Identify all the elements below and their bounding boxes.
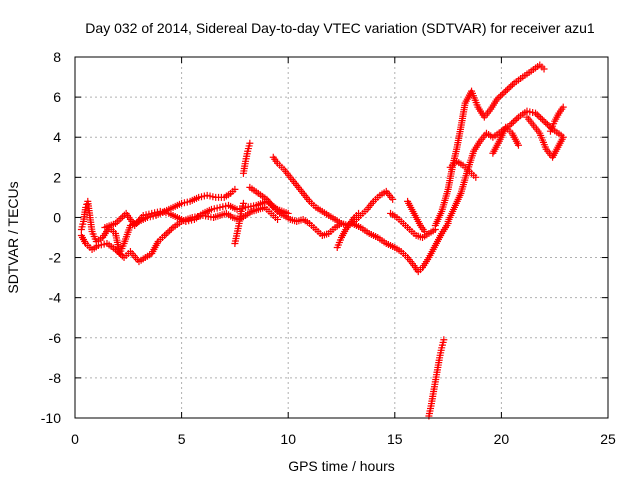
data-point xyxy=(503,85,511,93)
data-point xyxy=(239,199,247,207)
data-point xyxy=(498,90,506,98)
data-point xyxy=(246,139,254,147)
series-arc-k xyxy=(348,219,452,276)
y-tick-label: 4 xyxy=(53,129,61,145)
x-tick-label: 0 xyxy=(71,431,79,447)
y-tick-label: 8 xyxy=(53,49,61,65)
series-arc-s xyxy=(523,113,567,161)
data-point xyxy=(115,249,123,257)
x-tick-label: 10 xyxy=(280,431,296,447)
data-point xyxy=(355,209,363,217)
data-point xyxy=(493,95,501,103)
series-arc-c xyxy=(101,197,292,231)
plot-frame xyxy=(74,56,609,419)
data-point xyxy=(508,81,516,89)
data-point xyxy=(119,213,127,221)
series-arc-j xyxy=(333,209,363,252)
data-point xyxy=(495,94,503,102)
data-point xyxy=(533,111,541,119)
data-point xyxy=(117,214,125,222)
data-point xyxy=(164,228,172,236)
data-point xyxy=(231,185,239,193)
data-point xyxy=(532,109,540,117)
y-tick-label: 2 xyxy=(53,169,61,185)
series-arc-r xyxy=(489,123,522,157)
data-point xyxy=(83,200,91,208)
data-marks xyxy=(77,61,567,420)
data-point xyxy=(166,227,174,235)
data-point xyxy=(112,246,120,254)
y-axis-label: SDTVAR / TECUs xyxy=(5,181,21,293)
series-arc-a xyxy=(77,185,239,258)
series-arc-e xyxy=(231,199,247,248)
data-point xyxy=(113,247,121,255)
series-arc-h xyxy=(269,153,397,229)
series-arc-o xyxy=(431,61,548,229)
data-point xyxy=(497,92,505,100)
data-point xyxy=(559,133,567,141)
x-axis-label: GPS time / hours xyxy=(288,458,395,474)
series-arc-n xyxy=(425,336,448,420)
series-arc-m xyxy=(404,197,429,235)
series-arc-i xyxy=(274,207,345,239)
data-point xyxy=(162,230,170,238)
series-arc-f xyxy=(239,139,254,177)
data-point xyxy=(505,84,513,92)
data-point xyxy=(472,173,480,181)
data-point xyxy=(161,231,169,239)
data-point xyxy=(502,87,510,95)
data-point xyxy=(543,120,551,128)
x-tick-label: 25 xyxy=(600,431,616,447)
series-arc-t xyxy=(546,103,567,135)
data-point xyxy=(540,65,548,73)
data-point xyxy=(440,336,448,344)
data-point xyxy=(500,89,508,97)
data-point xyxy=(509,118,517,126)
data-point xyxy=(508,120,516,128)
x-axis: 0 5 10 15 20 25 xyxy=(71,57,616,447)
data-point xyxy=(507,82,515,90)
data-point xyxy=(274,215,282,223)
y-tick-label: -2 xyxy=(49,250,62,266)
x-tick-label: 5 xyxy=(178,431,186,447)
y-tick-label: 0 xyxy=(53,209,61,225)
y-tick-label: -4 xyxy=(49,290,62,306)
y-tick-label: 6 xyxy=(53,89,61,105)
data-point xyxy=(559,103,567,111)
data-point xyxy=(338,219,345,227)
y-tick-label: -6 xyxy=(49,330,62,346)
data-point xyxy=(117,250,125,258)
y-axis: -10 -8 -6 -4 -2 0 2 4 6 8 xyxy=(41,49,608,426)
data-point xyxy=(540,117,548,125)
data-point xyxy=(511,116,519,124)
data-point xyxy=(514,141,522,149)
y-tick-label: -8 xyxy=(49,370,62,386)
data-point xyxy=(537,114,545,122)
data-point xyxy=(389,195,397,203)
data-point xyxy=(513,115,521,123)
series-arc-q xyxy=(446,157,480,181)
x-tick-label: 15 xyxy=(387,431,403,447)
data-point xyxy=(535,112,543,120)
data-point xyxy=(421,227,429,235)
data-point xyxy=(506,121,514,129)
grid xyxy=(75,57,608,418)
data-point xyxy=(167,225,175,233)
data-point xyxy=(542,119,550,127)
series-arc-l xyxy=(387,209,439,241)
y-tick-label: -10 xyxy=(41,410,61,426)
data-point xyxy=(538,116,546,124)
x-tick-label: 20 xyxy=(494,431,510,447)
chart-title: Day 032 of 2014, Sidereal Day-to-day VTE… xyxy=(85,20,595,36)
